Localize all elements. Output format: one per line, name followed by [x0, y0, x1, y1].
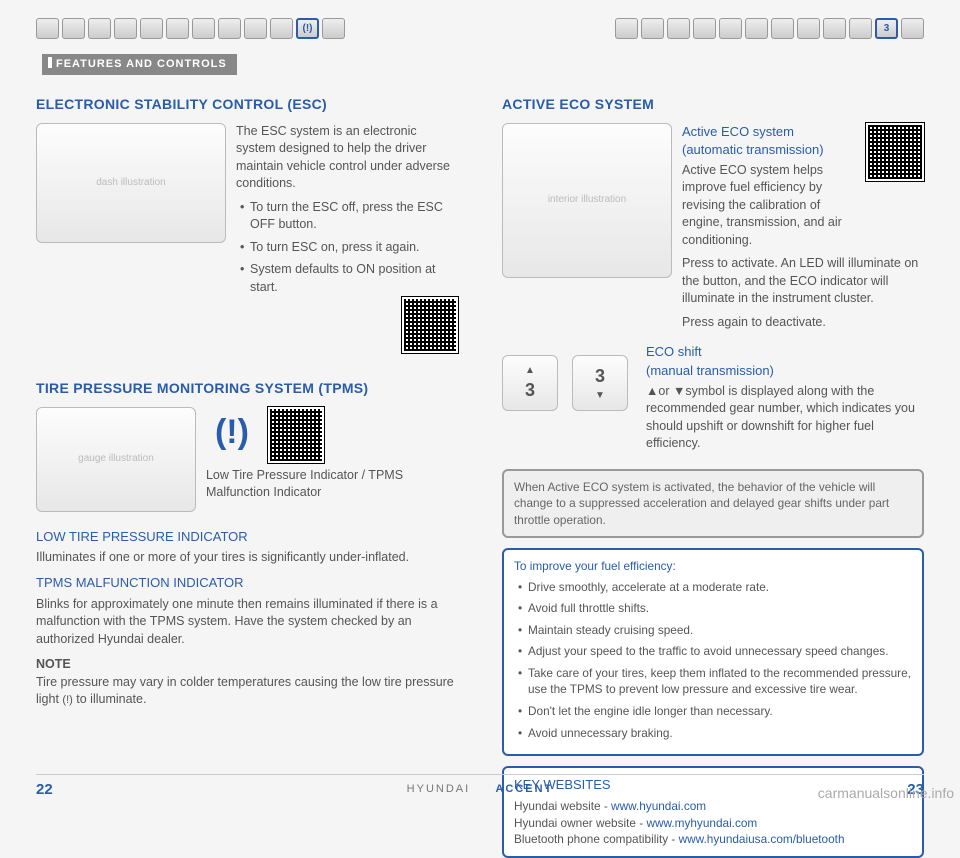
fuel-tip-item: Avoid unnecessary braking. [518, 725, 912, 742]
nav-icon[interactable] [797, 18, 820, 39]
eco-manual-title: ECO shift (manual transmission) [646, 343, 924, 379]
fuel-tip-item: Take care of your tires, keep them infla… [518, 665, 912, 698]
top-icon-strip-left: (!) [36, 18, 345, 39]
footer-model: ACCENT [495, 783, 553, 795]
esc-bullet-list: To turn the ESC off, press the ESC OFF b… [236, 199, 458, 297]
nav-icon[interactable] [166, 18, 189, 39]
page-number-left: 22 [36, 779, 53, 800]
fuel-tip-item: Avoid full throttle shifts. [518, 600, 912, 617]
esc-heading: ELECTRONIC STABILITY CONTROL (ESC) [36, 95, 458, 115]
tpms-malfunction-title: TPMS MALFUNCTION INDICATOR [36, 574, 458, 592]
website-row: Hyundai owner website - www.myhyundai.co… [514, 815, 912, 832]
fuel-tips-title: To improve your fuel efficiency: [514, 558, 912, 575]
fuel-tip-item: Don't let the engine idle longer than ne… [518, 703, 912, 720]
esc-bullet: System defaults to ON position at start. [240, 261, 458, 296]
nav-icon[interactable] [244, 18, 267, 39]
note-text-b: to illuminate. [76, 692, 146, 706]
esc-qr-code [402, 297, 458, 353]
tpms-heading: TIRE PRESSURE MONITORING SYSTEM (TPMS) [36, 379, 458, 399]
fuel-tip-item: Drive smoothly, accelerate at a moderate… [518, 579, 912, 596]
esc-bullet: To turn ESC on, press it again. [240, 239, 458, 257]
nav-icon[interactable]: (!) [296, 18, 319, 39]
fuel-tips-box: To improve your fuel efficiency: Drive s… [502, 548, 924, 756]
nav-icon[interactable] [36, 18, 59, 39]
section-label: FEATURES AND CONTROLS [42, 54, 237, 75]
nav-icon[interactable] [192, 18, 215, 39]
esc-illustration: dash illustration [36, 123, 226, 243]
eco-deactivate-text: Press again to deactivate. [682, 314, 924, 332]
eco-auto-title: Active ECO system (automatic transmissio… [682, 123, 856, 159]
watermark: carmanualsonline.info [818, 784, 954, 804]
nav-icon[interactable] [901, 18, 924, 39]
nav-icon[interactable] [62, 18, 85, 39]
eco-auto-text: Active ECO system helps improve fuel eff… [682, 162, 856, 250]
right-column: ACTIVE ECO SYSTEM interior illustration … [502, 95, 924, 776]
fuel-tip-item: Maintain steady cruising speed. [518, 622, 912, 639]
eco-heading: ACTIVE ECO SYSTEM [502, 95, 924, 115]
gear-boxes: ▲3 3▼ [502, 355, 628, 411]
low-pressure-text: Illuminates if one or more of your tires… [36, 549, 458, 567]
nav-icon[interactable] [745, 18, 768, 39]
eco-manual-text: ▲or ▼symbol is displayed along with the … [646, 383, 924, 453]
footer-brand: HYUNDAI [407, 783, 471, 795]
left-column: ELECTRONIC STABILITY CONTROL (ESC) dash … [36, 95, 458, 776]
tpms-qr-code [268, 407, 324, 463]
fuel-tips-list: Drive smoothly, accelerate at a moderate… [514, 579, 912, 741]
note-label: NOTE [36, 656, 458, 674]
tpms-icon-caption: Low Tire Pressure Indicator / TPMS Malfu… [206, 467, 458, 502]
nav-icon[interactable] [823, 18, 846, 39]
low-pressure-title: LOW TIRE PRESSURE INDICATOR [36, 528, 458, 546]
gear-box-up: ▲3 [502, 355, 558, 411]
nav-icon[interactable] [849, 18, 872, 39]
footer-center: HYUNDAI ACCENT [407, 782, 554, 797]
top-icon-strip-right: 3 [615, 18, 924, 39]
page-footer: 22 HYUNDAI ACCENT 23 [36, 774, 924, 800]
nav-icon[interactable] [693, 18, 716, 39]
nav-icon[interactable] [140, 18, 163, 39]
website-link[interactable]: www.hyundaiusa.com/bluetooth [679, 832, 845, 846]
tpms-icon: (!) [206, 407, 258, 459]
nav-icon[interactable] [719, 18, 742, 39]
website-link[interactable]: www.hyundai.com [611, 799, 706, 813]
eco-activate-text: Press to activate. An LED will illuminat… [682, 255, 924, 308]
nav-icon[interactable] [771, 18, 794, 39]
tpms-illustration: gauge illustration [36, 407, 196, 512]
note-text: Tire pressure may vary in colder tempera… [36, 674, 458, 709]
nav-icon[interactable] [615, 18, 638, 39]
esc-intro: The ESC system is an electronic system d… [236, 123, 458, 193]
gear-box-down: 3▼ [572, 355, 628, 411]
eco-behavior-box: When Active ECO system is activated, the… [502, 469, 924, 539]
nav-icon[interactable] [641, 18, 664, 39]
eco-illustration: interior illustration [502, 123, 672, 278]
website-link[interactable]: www.myhyundai.com [646, 816, 757, 830]
tpms-malfunction-text: Blinks for approximately one minute then… [36, 596, 458, 649]
nav-icon[interactable] [270, 18, 293, 39]
tpms-inline-icon: (!) [62, 694, 72, 706]
nav-icon[interactable] [114, 18, 137, 39]
nav-icon[interactable] [667, 18, 690, 39]
esc-bullet: To turn the ESC off, press the ESC OFF b… [240, 199, 458, 234]
fuel-tip-item: Adjust your speed to the traffic to avoi… [518, 643, 912, 660]
website-row: Bluetooth phone compatibility - www.hyun… [514, 831, 912, 848]
eco-qr-code [866, 123, 924, 181]
nav-icon[interactable] [88, 18, 111, 39]
nav-icon[interactable]: 3 [875, 18, 898, 39]
nav-icon[interactable] [322, 18, 345, 39]
nav-icon[interactable] [218, 18, 241, 39]
